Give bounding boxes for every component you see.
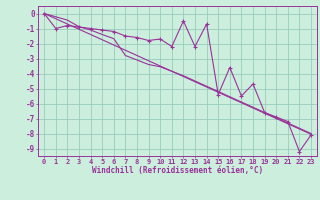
X-axis label: Windchill (Refroidissement éolien,°C): Windchill (Refroidissement éolien,°C) xyxy=(92,166,263,175)
